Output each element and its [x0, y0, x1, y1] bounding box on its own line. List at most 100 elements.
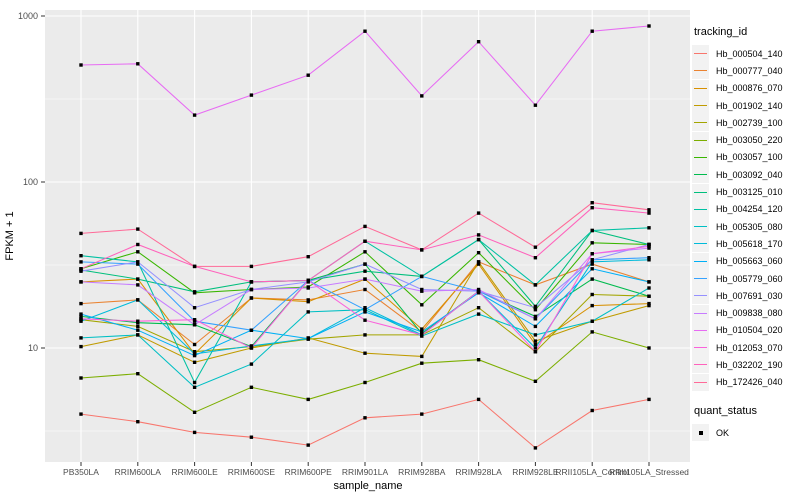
- data-point: [476, 262, 481, 266]
- data-point: [533, 339, 538, 343]
- legend-item: Hb_002739_100: [692, 114, 800, 132]
- legend-item: Hb_003057_100: [692, 148, 800, 166]
- data-point: [192, 360, 197, 364]
- data-point: [533, 446, 538, 450]
- data-point: [136, 324, 140, 329]
- legend-key: [692, 424, 709, 442]
- data-point: [79, 317, 83, 321]
- data-point: [647, 397, 651, 402]
- data-point: [590, 228, 594, 233]
- data-point: [533, 306, 538, 310]
- data-point: [363, 318, 367, 322]
- data-point: [363, 269, 367, 273]
- y-tick-label: 1000: [18, 11, 38, 21]
- series-color-line-icon: [694, 105, 707, 107]
- x-tick-label: RRII105LA_Control: [555, 467, 629, 477]
- legend-item: Hb_005663_060: [692, 252, 800, 270]
- data-point: [647, 258, 651, 262]
- series-color-line-icon: [694, 312, 707, 314]
- series-color-line-icon: [694, 174, 707, 176]
- data-point: [249, 435, 254, 439]
- y-tick-label: 10: [28, 343, 38, 353]
- data-point: [363, 306, 367, 310]
- y-axis-title: FPKM + 1: [4, 211, 16, 260]
- data-point: [306, 310, 310, 314]
- series-color-line-icon: [694, 70, 707, 72]
- legend-item: Hb_000504_140: [692, 45, 800, 63]
- legend: tracking_id Hb_000504_140 Hb_000777_040 Hb…: [692, 26, 800, 442]
- data-point: [420, 330, 424, 334]
- data-point: [136, 333, 140, 337]
- data-point: [476, 211, 481, 215]
- data-point: [476, 251, 481, 255]
- data-point: [306, 278, 310, 283]
- data-point: [79, 231, 83, 236]
- legend-title-quant-status: quant_status: [694, 404, 757, 417]
- legend-label: Hb_000876_070: [716, 83, 783, 94]
- data-point: [476, 40, 481, 44]
- data-point: [306, 443, 310, 447]
- data-point: [306, 298, 310, 302]
- data-point: [249, 344, 254, 348]
- data-point: [192, 410, 197, 414]
- series-color-line-icon: [694, 122, 707, 124]
- data-point: [476, 358, 481, 362]
- data-point: [420, 303, 424, 307]
- data-point: [306, 255, 310, 259]
- legend-item: Hb_005305_080: [692, 218, 800, 236]
- data-point: [136, 242, 140, 247]
- legend-items: Hb_000504_140 Hb_000777_040 Hb_000876_070 H…: [692, 45, 800, 391]
- data-point: [647, 280, 651, 284]
- data-point: [590, 267, 594, 271]
- data-point: [647, 242, 651, 247]
- data-point: [136, 328, 140, 332]
- data-point: [192, 113, 197, 117]
- data-point: [79, 312, 83, 316]
- x-tick-label: RRIM600PE: [285, 467, 333, 477]
- legend-label: Hb_010504_020: [716, 325, 783, 336]
- data-point: [590, 241, 594, 245]
- data-point: [136, 319, 140, 323]
- data-point: [647, 286, 651, 290]
- data-point: [420, 248, 424, 252]
- data-point: [79, 63, 83, 67]
- data-point: [306, 397, 310, 402]
- series-color-line-icon: [694, 226, 707, 228]
- series-color-line-icon: [694, 260, 707, 262]
- series-color-line-icon: [694, 295, 707, 297]
- series-color-line-icon: [694, 329, 707, 331]
- legend-key: [692, 114, 709, 132]
- data-point: [590, 201, 594, 205]
- series-color-line-icon: [694, 243, 707, 245]
- data-point: [533, 245, 538, 249]
- data-point: [79, 301, 83, 306]
- legend-key: [692, 200, 709, 218]
- data-point: [192, 353, 197, 358]
- legend-key: [692, 235, 709, 253]
- x-tick-label: RRIM600LE: [171, 467, 218, 477]
- legend-key: [692, 252, 709, 270]
- data-point: [533, 324, 538, 329]
- data-point: [249, 385, 254, 389]
- legend-label: Hb_005305_080: [716, 221, 783, 232]
- series-color-line-icon: [694, 53, 707, 55]
- data-point: [590, 277, 594, 281]
- legend-key: [692, 356, 709, 374]
- legend-key: [692, 373, 709, 391]
- series-color-line-icon: [694, 87, 707, 89]
- data-point: [136, 372, 140, 376]
- legend-label: Hb_003057_100: [716, 152, 783, 163]
- data-point: [533, 317, 538, 321]
- data-point: [363, 29, 367, 33]
- data-point: [476, 397, 481, 402]
- data-point: [79, 260, 83, 264]
- legend-label: Hb_003050_220: [716, 135, 783, 146]
- data-point: [192, 385, 197, 389]
- legend-label: Hb_005618_170: [716, 238, 783, 249]
- data-point: [306, 300, 310, 304]
- data-point: [306, 336, 310, 341]
- legend-label: Hb_000777_040: [716, 65, 783, 76]
- data-point: [533, 314, 538, 319]
- data-point: [79, 267, 83, 271]
- data-point: [590, 262, 594, 266]
